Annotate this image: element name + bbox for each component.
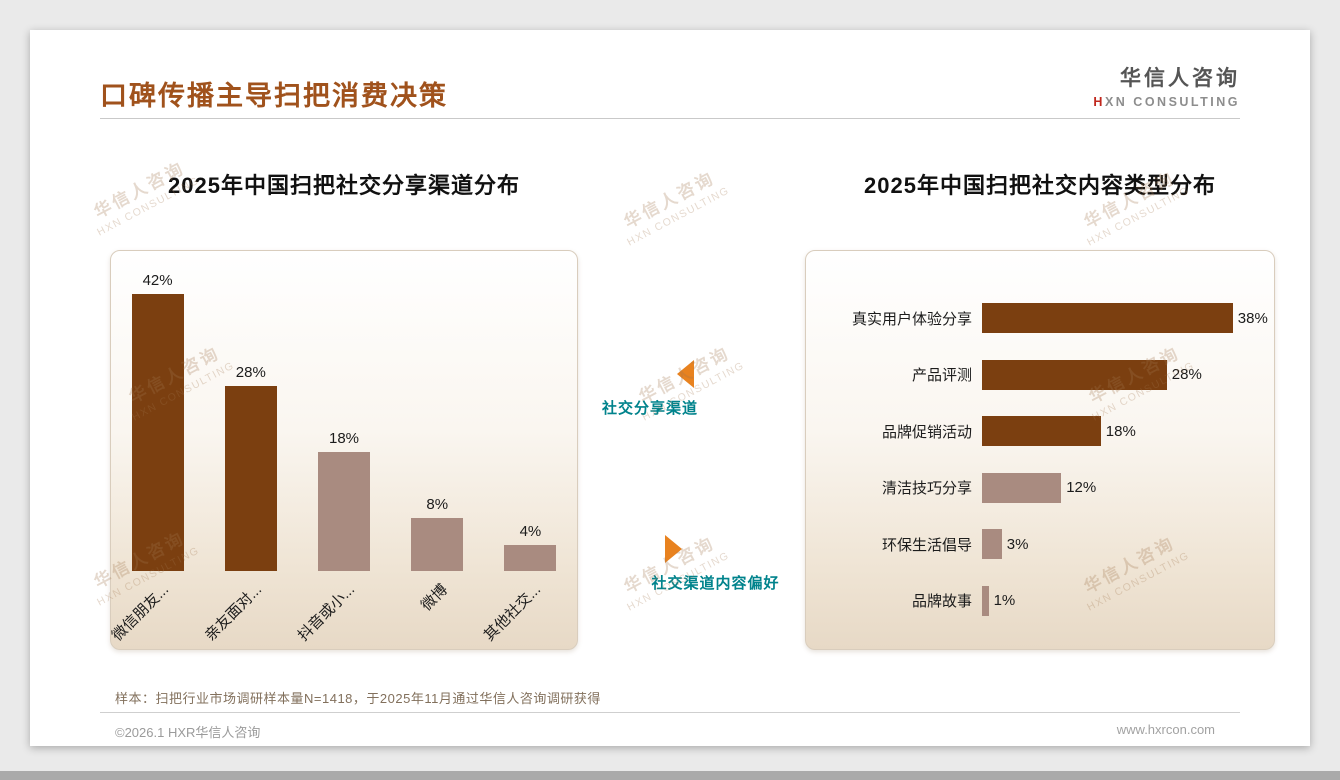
sample-note: 样本：扫把行业市场调研样本量N=1418，于2025年11月通过华信人咨询调研获… — [115, 691, 601, 706]
content-chart-rows: 真实用户体验分享 38% 产品评测 28% 品牌促销活动 18% 清洁技巧分享 12% 环保生活… — [814, 290, 1270, 629]
category-label: 产品评测 — [911, 367, 972, 385]
arrow-right-icon — [664, 535, 682, 563]
bar — [982, 359, 1167, 390]
arrow-left-icon — [676, 360, 694, 388]
annotation-share-channel: 社交分享渠道 — [585, 360, 715, 418]
bar — [982, 472, 1062, 503]
bar-group: 8% 微博 — [391, 251, 484, 614]
bar-value-label: 3% — [1006, 535, 1029, 553]
bar — [224, 386, 277, 571]
bar — [982, 303, 1233, 334]
bar-value-label: 18% — [1105, 422, 1136, 440]
footer-website: www.hxrcon.com — [1116, 722, 1215, 737]
bar-row: 品牌故事 1% — [814, 573, 1270, 630]
bar — [318, 452, 370, 571]
bar-value-label: 4% — [519, 522, 542, 540]
category-label: 清洁技巧分享 — [881, 480, 972, 498]
bar-row: 产品评测 28% — [814, 347, 1270, 404]
bar-group: 28% 亲友面对... — [202, 251, 297, 644]
channel-chart-plot: 42% 微信朋友... 28% 亲友面对... 18% 抖音或小... 8% 微博 4% 其他社交… — [108, 251, 577, 644]
bar-row: 环保生活倡导 3% — [814, 516, 1270, 573]
bar-row: 清洁技巧分享 12% — [814, 460, 1270, 517]
bar-row: 真实用户体验分享 38% — [814, 290, 1270, 347]
annotation-label: 社交渠道内容偏好 — [651, 575, 780, 592]
bar-value-label: 42% — [142, 271, 173, 289]
channel-chart-panel: 42% 微信朋友... 28% 亲友面对... 18% 抖音或小... 8% 微博 4% 其他社交… — [108, 250, 578, 650]
category-label: 环保生活倡导 — [881, 536, 972, 554]
channel-chart-title: 2025年中国扫把社交分享渠道分布 — [168, 173, 520, 198]
bar-group: 4% 其他社交... — [481, 251, 577, 644]
bar — [411, 518, 464, 571]
content-chart-title: 2025年中国扫把社交内容类型分布 — [864, 173, 1216, 198]
bar — [504, 544, 557, 571]
watermark-line2: HXN CONSULTING — [625, 184, 732, 249]
bar — [982, 529, 1002, 560]
category-label: 真实用户体验分享 — [851, 310, 972, 328]
bar-value-label: 12% — [1066, 479, 1097, 497]
category-label: 品牌促销活动 — [881, 423, 972, 441]
bar-value-label: 28% — [1171, 366, 1202, 384]
bar — [131, 293, 184, 571]
bar-value-label: 38% — [1237, 309, 1268, 327]
bar-value-label: 1% — [993, 592, 1016, 610]
footer-divider — [100, 712, 1240, 713]
bar — [982, 585, 989, 616]
slide-card: 口碑传播主导扫把消费决策 华信人咨询 HXN CONSULTING 2025年中… — [30, 30, 1310, 746]
content-chart-panel: 真实用户体验分享 38% 产品评测 28% 品牌促销活动 18% 清洁技巧分享 12% 环保生活… — [805, 250, 1275, 650]
logo-chinese-name: 华信人咨询 — [1120, 67, 1240, 90]
bar-value-label: 28% — [235, 364, 266, 382]
page-title: 口碑传播主导扫把消费决策 — [100, 81, 448, 111]
logo-en-rest: XN CONSULTING — [1104, 95, 1240, 109]
bar-group: 42% 微信朋友... — [108, 251, 204, 644]
footer-copyright: ©2026.1 HXR华信人咨询 — [115, 725, 261, 740]
bar — [982, 416, 1101, 447]
watermark: 华信人咨询 HXN CONSULTING — [613, 160, 732, 248]
annotation-label: 社交分享渠道 — [601, 400, 698, 417]
logo-h-mark: H — [1093, 95, 1105, 109]
annotation-content-preference: 社交渠道内容偏好 — [628, 535, 803, 593]
bar-row: 品牌促销活动 18% — [814, 403, 1270, 460]
bar-group: 18% 抖音或小... — [295, 251, 390, 644]
company-logo: 华信人咨询 HXN CONSULTING — [1093, 62, 1240, 109]
watermark-line1: 华信人咨询 — [621, 168, 719, 232]
bar-value-label: 8% — [426, 496, 449, 514]
bar-value-label: 18% — [328, 430, 360, 448]
category-label: 品牌故事 — [911, 593, 972, 611]
logo-english-name: HXN CONSULTING — [1093, 95, 1240, 109]
header-divider — [100, 118, 1240, 119]
